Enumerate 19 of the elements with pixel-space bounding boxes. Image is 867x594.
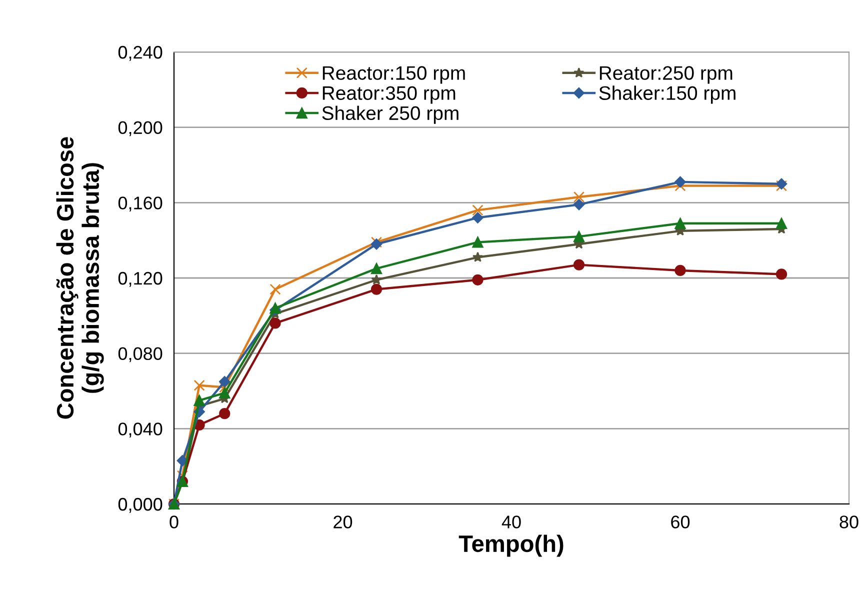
y-tick-label: 0,160 [118,196,162,212]
legend-label: Reactor:150 rpm [322,66,465,84]
y-tick-label: 0,040 [118,422,162,438]
y-tick-label: 0,200 [118,121,162,136]
y-tick-label: 0,240 [118,46,162,61]
x-axis-title: Tempo(h) [458,534,564,557]
legend-label: Shaker:150 rpm [599,86,736,104]
x-tick-label: 80 [840,516,858,528]
y-tick-label: 0,000 [118,498,162,513]
legend-label: Reator:250 rpm [600,66,732,84]
y-axis-title: Concentração de Glicose (g/g biomassa bruta) [56,137,104,419]
legend-label: Shaker 250 rpm [322,106,458,124]
legend-label: Reator:350 rpm [322,86,456,104]
x-tick-label: 0 [170,516,178,528]
y-tick-label: 0,120 [118,272,162,287]
x-tick-label: 60 [671,516,690,528]
x-tick-label: 40 [502,516,521,528]
x-tick-label: 20 [334,516,352,528]
y-tick-label: 0,080 [118,347,162,362]
